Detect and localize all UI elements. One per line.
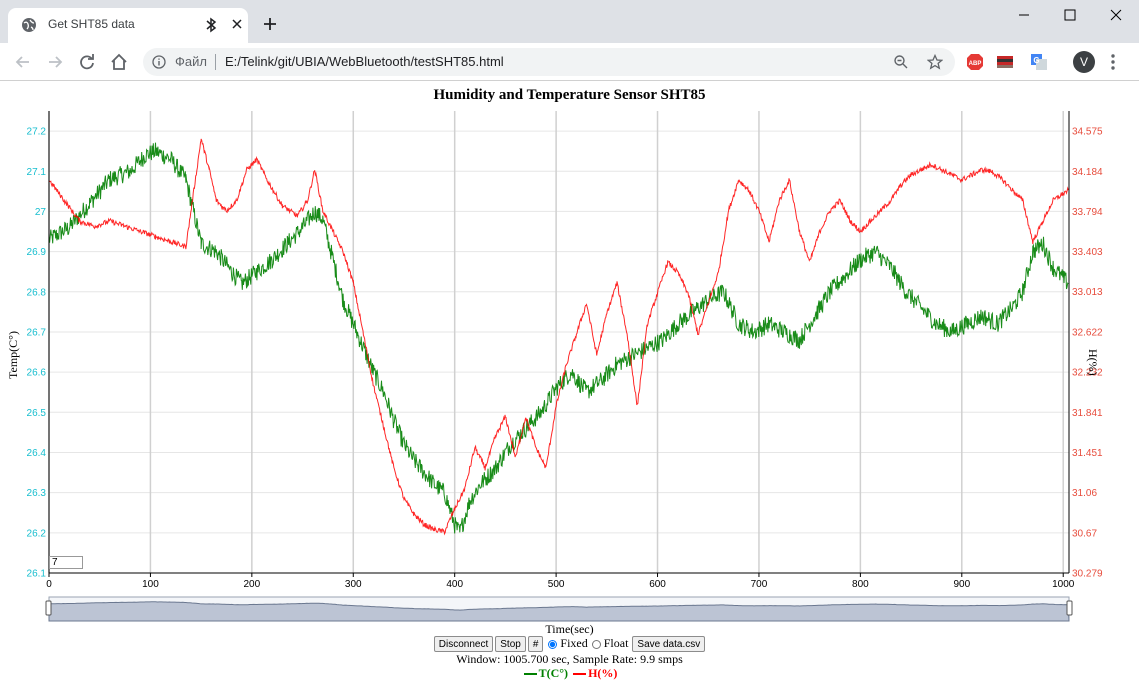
- url-separator: [215, 54, 216, 70]
- chart-axes: 0 100 200 300 400 500 600 700 800 900 1000 26.1 26.2…: [27, 111, 1103, 590]
- x-tick-label-4: 400: [446, 579, 463, 590]
- y2-tick-label-11: 34.575: [1072, 127, 1103, 138]
- y2-axis-label: H(%): [1086, 349, 1100, 376]
- range-handle-right[interactable]: [1066, 600, 1073, 616]
- chart-title: Humidity and Temperature Sensor SHT85: [433, 87, 706, 103]
- float-radio[interactable]: [591, 639, 601, 649]
- x-tick-label-7: 700: [751, 579, 768, 590]
- new-tab-icon[interactable]: [262, 16, 278, 32]
- maximize-icon[interactable]: [1062, 7, 1078, 23]
- roll-period-input[interactable]: [49, 556, 83, 569]
- y2-tick-label-10: 34.184: [1072, 167, 1103, 178]
- range-selector[interactable]: [45, 596, 1073, 622]
- y2-tick-label-0: 30.279: [1072, 569, 1103, 580]
- svg-text:G: G: [1033, 56, 1039, 65]
- series-line-temp: [48, 142, 1069, 534]
- home-icon[interactable]: [109, 52, 129, 72]
- y-tick-label-10: 27.1: [27, 167, 47, 178]
- float-label: Float: [603, 636, 629, 650]
- chart-grid: [48, 111, 1069, 574]
- x-tick-label-2: 200: [244, 579, 261, 590]
- x-tick-label-1: 100: [142, 579, 159, 590]
- legend-label-humidity: H(%): [588, 666, 618, 680]
- sensor-chart[interactable]: 0 100 200 300 400 500 600 700 800 900 1000 26.1 26.2…: [0, 103, 1139, 623]
- y2-tick-label-6: 32.622: [1072, 327, 1103, 338]
- x-tick-label-0: 0: [46, 579, 52, 590]
- x-tick-label-3: 300: [345, 579, 362, 590]
- y-tick-label-5: 26.6: [27, 368, 47, 379]
- profile-avatar[interactable]: V: [1073, 51, 1095, 73]
- y-tick-label-8: 26.9: [27, 247, 47, 258]
- menu-dots-icon[interactable]: [1110, 53, 1116, 71]
- fixed-radio[interactable]: [548, 639, 558, 649]
- y-tick-label-6: 26.7: [27, 327, 47, 338]
- legend-swatch-humidity: [573, 673, 587, 676]
- adblock-icon[interactable]: ABP: [966, 53, 984, 71]
- range-handle-left[interactable]: [45, 600, 52, 616]
- x-axis-label: Time(sec): [545, 622, 594, 636]
- x-tick-label-10: 1000: [1052, 579, 1075, 590]
- close-window-icon[interactable]: [1108, 7, 1124, 23]
- y-tick-label-1: 26.2: [27, 528, 47, 539]
- save-csv-button[interactable]: Save data.csv: [632, 636, 706, 653]
- close-tab-icon[interactable]: [230, 17, 244, 31]
- url-text[interactable]: E:/Telink/git/UBIA/WebBluetooth/testSHT8…: [225, 54, 504, 69]
- y2-tick-label-3: 31.451: [1072, 448, 1103, 459]
- minimize-icon[interactable]: [1016, 7, 1032, 23]
- disconnect-button[interactable]: Disconnect: [433, 636, 494, 653]
- chart-series: [48, 138, 1069, 536]
- back-icon[interactable]: [13, 52, 33, 72]
- x-tick-label-9: 900: [953, 579, 970, 590]
- extension-flag-icon[interactable]: [996, 53, 1014, 71]
- y-tick-label-0: 26.1: [27, 569, 47, 580]
- url-scheme: Файл: [175, 54, 207, 69]
- reload-icon[interactable]: [77, 52, 97, 72]
- y2-tick-label-2: 31.06: [1072, 488, 1097, 499]
- x-tick-label-5: 500: [548, 579, 565, 590]
- address-bar[interactable]: Файл E:/Telink/git/UBIA/WebBluetooth/tes…: [143, 48, 955, 76]
- stop-button[interactable]: Stop: [495, 636, 526, 653]
- tab-title: Get SHT85 data: [48, 17, 135, 31]
- translate-icon[interactable]: G: [1030, 53, 1048, 71]
- range-selector-trace: [48, 601, 1070, 622]
- series-line-humidity: [48, 138, 1069, 536]
- y-tick-label-2: 26.3: [27, 488, 47, 499]
- y-tick-label-9: 27: [35, 207, 47, 218]
- y2-tick-label-7: 33.013: [1072, 287, 1103, 298]
- legend-label-temp: T(C°): [538, 666, 569, 680]
- hash-button[interactable]: #: [527, 636, 544, 653]
- bookmark-star-icon[interactable]: [927, 54, 943, 70]
- y2-tick-label-9: 33.794: [1072, 207, 1103, 218]
- zoom-out-icon[interactable]: [893, 54, 909, 70]
- y2-tick-label-1: 30.67: [1072, 528, 1097, 539]
- y-tick-label-11: 27.2: [27, 127, 47, 138]
- svg-text:ABP: ABP: [969, 61, 982, 67]
- browser-toolbar: Файл E:/Telink/git/UBIA/WebBluetooth/tes…: [0, 43, 1139, 81]
- window-titlebar: Get SHT85 data: [0, 0, 1139, 43]
- globe-icon: [22, 18, 36, 32]
- bluetooth-icon: [206, 17, 217, 33]
- x-tick-label-6: 600: [649, 579, 666, 590]
- y2-tick-label-4: 31.841: [1072, 408, 1103, 419]
- fixed-label: Fixed: [560, 636, 588, 650]
- x-tick-label-8: 800: [852, 579, 869, 590]
- legend-swatch-temp: [523, 673, 537, 676]
- y2-tick-label-5: 32.232: [1072, 368, 1103, 379]
- status-text: Window: 1005.700 sec, Sample Rate: 9.9 s…: [456, 652, 683, 666]
- y2-tick-label-8: 33.403: [1072, 247, 1103, 258]
- y-tick-label-3: 26.4: [27, 448, 47, 459]
- browser-tab[interactable]: Get SHT85 data: [8, 8, 248, 43]
- y-tick-label-4: 26.5: [27, 408, 47, 419]
- control-bar: Disconnect Stop # Fixed Float Save data.csv: [0, 636, 1139, 653]
- y-tick-label-7: 26.8: [27, 287, 47, 298]
- y-axis-label: Temp(C°): [6, 331, 20, 379]
- chart-legend: T(C°) H(%): [0, 666, 1139, 681]
- page-content: Humidity and Temperature Sensor SHT85 0 1…: [0, 81, 1139, 690]
- info-icon[interactable]: [152, 55, 166, 69]
- forward-icon[interactable]: [45, 52, 65, 72]
